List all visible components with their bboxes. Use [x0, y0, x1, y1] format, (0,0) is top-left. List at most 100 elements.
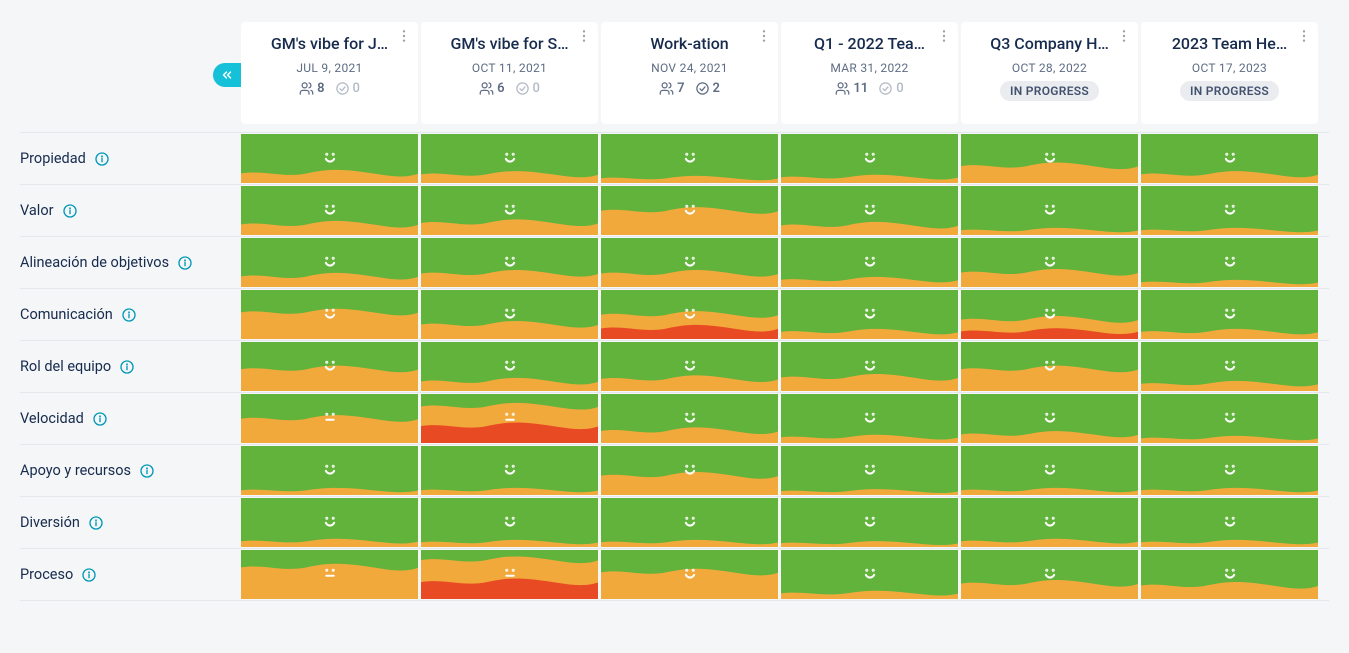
health-cell[interactable]	[1141, 550, 1318, 599]
status-badge: IN PROGRESS	[1180, 81, 1279, 101]
info-icon[interactable]	[88, 515, 104, 531]
status-badge: IN PROGRESS	[1000, 81, 1099, 101]
column-date: JUL 9, 2021	[296, 61, 362, 75]
column-meta: 11 0	[835, 81, 903, 96]
health-cell[interactable]	[781, 134, 958, 183]
row-cells	[241, 289, 1318, 340]
health-cell[interactable]	[781, 290, 958, 339]
column-header-card[interactable]: 2023 Team He… OCT 17, 2023 IN PROGRESS	[1141, 22, 1318, 124]
collapse-sidebar-button[interactable]	[213, 63, 241, 87]
health-cell[interactable]	[421, 134, 598, 183]
health-cell[interactable]	[601, 394, 778, 443]
info-icon[interactable]	[119, 359, 135, 375]
health-cell[interactable]	[601, 498, 778, 547]
health-cell[interactable]	[421, 498, 598, 547]
health-cell[interactable]	[241, 394, 418, 443]
column-menu-button[interactable]	[756, 28, 772, 48]
column-meta: 6 0	[479, 81, 540, 96]
health-cell[interactable]	[781, 342, 958, 391]
health-cell[interactable]	[601, 238, 778, 287]
column-menu-button[interactable]	[1116, 28, 1132, 48]
health-cell[interactable]	[961, 394, 1138, 443]
info-icon[interactable]	[81, 567, 97, 583]
column-header-card[interactable]: Q1 - 2022 Tea… MAR 31, 2022 11 0	[781, 22, 958, 124]
health-cell[interactable]	[1141, 290, 1318, 339]
health-cell[interactable]	[1141, 186, 1318, 235]
health-cell[interactable]	[241, 342, 418, 391]
column-header-card[interactable]: GM's vibe for S… OCT 11, 2021 6 0	[421, 22, 598, 124]
row-cells	[241, 185, 1318, 236]
health-cell[interactable]	[241, 498, 418, 547]
column-meta: 7 2	[659, 81, 720, 96]
column-header-card[interactable]: GM's vibe for J… JUL 9, 2021 8 0	[241, 22, 418, 124]
health-cell[interactable]	[1141, 446, 1318, 495]
row-label: Propiedad	[20, 133, 241, 184]
health-cell[interactable]	[781, 186, 958, 235]
health-cell[interactable]	[1141, 134, 1318, 183]
health-cell[interactable]	[961, 446, 1138, 495]
row-cells	[241, 133, 1318, 184]
column-menu-button[interactable]	[396, 28, 412, 48]
people-count: 8	[299, 81, 324, 96]
column-meta: 8 0	[299, 81, 360, 96]
row-label: Apoyo y recursos	[20, 445, 241, 496]
health-cell[interactable]	[241, 134, 418, 183]
table-row: Propiedad	[20, 133, 1329, 185]
health-cell[interactable]	[961, 186, 1138, 235]
column-menu-button[interactable]	[576, 28, 592, 48]
health-cell[interactable]	[601, 134, 778, 183]
health-cell[interactable]	[421, 550, 598, 599]
health-cell[interactable]	[1141, 498, 1318, 547]
column-title: Q1 - 2022 Tea…	[814, 34, 925, 55]
health-cell[interactable]	[241, 186, 418, 235]
column-date: OCT 17, 2023	[1192, 61, 1267, 75]
health-cell[interactable]	[601, 550, 778, 599]
health-cell[interactable]	[241, 238, 418, 287]
info-icon[interactable]	[139, 463, 155, 479]
health-cell[interactable]	[241, 290, 418, 339]
health-cell[interactable]	[601, 446, 778, 495]
info-icon[interactable]	[121, 307, 137, 323]
health-cell[interactable]	[781, 550, 958, 599]
health-cell[interactable]	[781, 446, 958, 495]
health-cell[interactable]	[961, 342, 1138, 391]
health-cell[interactable]	[961, 498, 1138, 547]
info-icon[interactable]	[92, 411, 108, 427]
health-cell[interactable]	[1141, 342, 1318, 391]
health-cell[interactable]	[421, 238, 598, 287]
health-cell[interactable]	[601, 290, 778, 339]
tasks-count: 0	[878, 81, 903, 96]
column-title: Work-ation	[650, 34, 728, 55]
health-cell[interactable]	[421, 290, 598, 339]
health-cell[interactable]	[421, 446, 598, 495]
column-header-card[interactable]: Work-ation NOV 24, 2021 7 2	[601, 22, 778, 124]
health-cell[interactable]	[961, 238, 1138, 287]
info-icon[interactable]	[177, 255, 193, 271]
column-title: GM's vibe for J…	[271, 34, 388, 55]
health-cell[interactable]	[781, 238, 958, 287]
health-cell[interactable]	[781, 498, 958, 547]
health-cell[interactable]	[601, 186, 778, 235]
chevron-left-icon	[220, 68, 234, 82]
column-header-card[interactable]: Q3 Company H… OCT 28, 2022 IN PROGRESS	[961, 22, 1138, 124]
health-cell[interactable]	[601, 342, 778, 391]
health-cell[interactable]	[1141, 394, 1318, 443]
column-menu-button[interactable]	[1296, 28, 1312, 48]
health-cell[interactable]	[421, 342, 598, 391]
health-grid: Propiedad Valor	[20, 132, 1329, 601]
health-cell[interactable]	[421, 186, 598, 235]
tasks-count: 0	[335, 81, 360, 96]
health-cell[interactable]	[241, 550, 418, 599]
health-cell[interactable]	[961, 550, 1138, 599]
health-cell[interactable]	[421, 394, 598, 443]
health-cell[interactable]	[961, 134, 1138, 183]
column-menu-button[interactable]	[936, 28, 952, 48]
health-cell[interactable]	[1141, 238, 1318, 287]
info-icon[interactable]	[62, 203, 78, 219]
health-cell[interactable]	[241, 446, 418, 495]
row-label: Rol del equipo	[20, 341, 241, 392]
info-icon[interactable]	[94, 151, 110, 167]
table-row: Velocidad	[20, 393, 1329, 445]
health-cell[interactable]	[781, 394, 958, 443]
health-cell[interactable]	[961, 290, 1138, 339]
